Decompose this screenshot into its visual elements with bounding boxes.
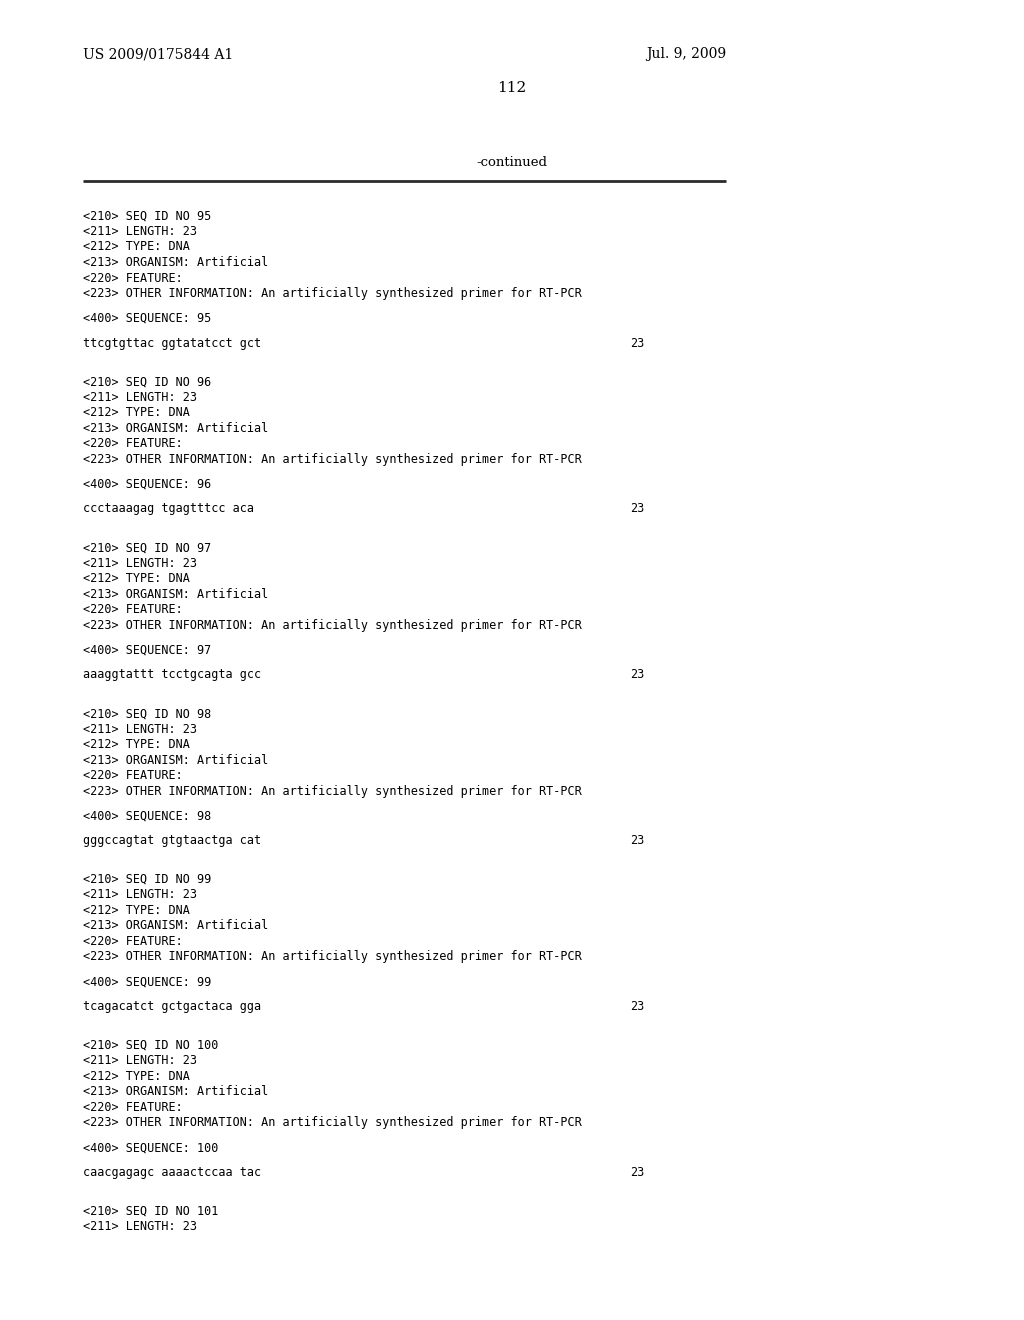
Text: <400> SEQUENCE: 98: <400> SEQUENCE: 98	[83, 809, 211, 822]
Text: <211> LENGTH: 23: <211> LENGTH: 23	[83, 1055, 197, 1068]
Text: <211> LENGTH: 23: <211> LENGTH: 23	[83, 391, 197, 404]
Text: <223> OTHER INFORMATION: An artificially synthesized primer for RT-PCR: <223> OTHER INFORMATION: An artificially…	[83, 784, 582, 797]
Text: <220> FEATURE:: <220> FEATURE:	[83, 770, 182, 781]
Text: <212> TYPE: DNA: <212> TYPE: DNA	[83, 904, 189, 917]
Text: <211> LENGTH: 23: <211> LENGTH: 23	[83, 888, 197, 902]
Text: <211> LENGTH: 23: <211> LENGTH: 23	[83, 557, 197, 570]
Text: <220> FEATURE:: <220> FEATURE:	[83, 935, 182, 948]
Text: gggccagtat gtgtaactga cat: gggccagtat gtgtaactga cat	[83, 834, 261, 847]
Text: <220> FEATURE:: <220> FEATURE:	[83, 1101, 182, 1114]
Text: 23: 23	[630, 834, 644, 847]
Text: <213> ORGANISM: Artificial: <213> ORGANISM: Artificial	[83, 422, 268, 434]
Text: <212> TYPE: DNA: <212> TYPE: DNA	[83, 572, 189, 585]
Text: 23: 23	[630, 668, 644, 681]
Text: <210> SEQ ID NO 98: <210> SEQ ID NO 98	[83, 708, 211, 719]
Text: <213> ORGANISM: Artificial: <213> ORGANISM: Artificial	[83, 1085, 268, 1098]
Text: <400> SEQUENCE: 96: <400> SEQUENCE: 96	[83, 478, 211, 491]
Text: <211> LENGTH: 23: <211> LENGTH: 23	[83, 722, 197, 735]
Text: tcagacatct gctgactaca gga: tcagacatct gctgactaca gga	[83, 1001, 261, 1012]
Text: <210> SEQ ID NO 96: <210> SEQ ID NO 96	[83, 375, 211, 388]
Text: <223> OTHER INFORMATION: An artificially synthesized primer for RT-PCR: <223> OTHER INFORMATION: An artificially…	[83, 286, 582, 300]
Text: <212> TYPE: DNA: <212> TYPE: DNA	[83, 1069, 189, 1082]
Text: <220> FEATURE:: <220> FEATURE:	[83, 603, 182, 616]
Text: <213> ORGANISM: Artificial: <213> ORGANISM: Artificial	[83, 920, 268, 932]
Text: 112: 112	[498, 81, 526, 95]
Text: <213> ORGANISM: Artificial: <213> ORGANISM: Artificial	[83, 587, 268, 601]
Text: <210> SEQ ID NO 99: <210> SEQ ID NO 99	[83, 873, 211, 886]
Text: -continued: -continued	[476, 157, 548, 169]
Text: caacgagagc aaaactccaa tac: caacgagagc aaaactccaa tac	[83, 1166, 261, 1179]
Text: <210> SEQ ID NO 101: <210> SEQ ID NO 101	[83, 1205, 218, 1217]
Text: <211> LENGTH: 23: <211> LENGTH: 23	[83, 224, 197, 238]
Text: <213> ORGANISM: Artificial: <213> ORGANISM: Artificial	[83, 256, 268, 269]
Text: <211> LENGTH: 23: <211> LENGTH: 23	[83, 1220, 197, 1233]
Text: <220> FEATURE:: <220> FEATURE:	[83, 437, 182, 450]
Text: <400> SEQUENCE: 95: <400> SEQUENCE: 95	[83, 312, 211, 325]
Text: aaaggtattt tcctgcagta gcc: aaaggtattt tcctgcagta gcc	[83, 668, 261, 681]
Text: 23: 23	[630, 503, 644, 515]
Text: <223> OTHER INFORMATION: An artificially synthesized primer for RT-PCR: <223> OTHER INFORMATION: An artificially…	[83, 619, 582, 632]
Text: 23: 23	[630, 1166, 644, 1179]
Text: <220> FEATURE:: <220> FEATURE:	[83, 272, 182, 285]
Text: <210> SEQ ID NO 97: <210> SEQ ID NO 97	[83, 541, 211, 554]
Text: 23: 23	[630, 1001, 644, 1012]
Text: <400> SEQUENCE: 99: <400> SEQUENCE: 99	[83, 975, 211, 989]
Text: <223> OTHER INFORMATION: An artificially synthesized primer for RT-PCR: <223> OTHER INFORMATION: An artificially…	[83, 453, 582, 466]
Text: US 2009/0175844 A1: US 2009/0175844 A1	[83, 48, 233, 61]
Text: <212> TYPE: DNA: <212> TYPE: DNA	[83, 738, 189, 751]
Text: ttcgtgttac ggtatatcct gct: ttcgtgttac ggtatatcct gct	[83, 337, 261, 350]
Text: <400> SEQUENCE: 100: <400> SEQUENCE: 100	[83, 1140, 218, 1154]
Text: <223> OTHER INFORMATION: An artificially synthesized primer for RT-PCR: <223> OTHER INFORMATION: An artificially…	[83, 1117, 582, 1129]
Text: <210> SEQ ID NO 100: <210> SEQ ID NO 100	[83, 1039, 218, 1052]
Text: Jul. 9, 2009: Jul. 9, 2009	[646, 48, 726, 61]
Text: <212> TYPE: DNA: <212> TYPE: DNA	[83, 407, 189, 420]
Text: <213> ORGANISM: Artificial: <213> ORGANISM: Artificial	[83, 754, 268, 767]
Text: <223> OTHER INFORMATION: An artificially synthesized primer for RT-PCR: <223> OTHER INFORMATION: An artificially…	[83, 950, 582, 964]
Text: ccctaaagag tgagtttcc aca: ccctaaagag tgagtttcc aca	[83, 503, 254, 515]
Text: <400> SEQUENCE: 97: <400> SEQUENCE: 97	[83, 644, 211, 656]
Text: <212> TYPE: DNA: <212> TYPE: DNA	[83, 240, 189, 253]
Text: <210> SEQ ID NO 95: <210> SEQ ID NO 95	[83, 210, 211, 223]
Text: 23: 23	[630, 337, 644, 350]
